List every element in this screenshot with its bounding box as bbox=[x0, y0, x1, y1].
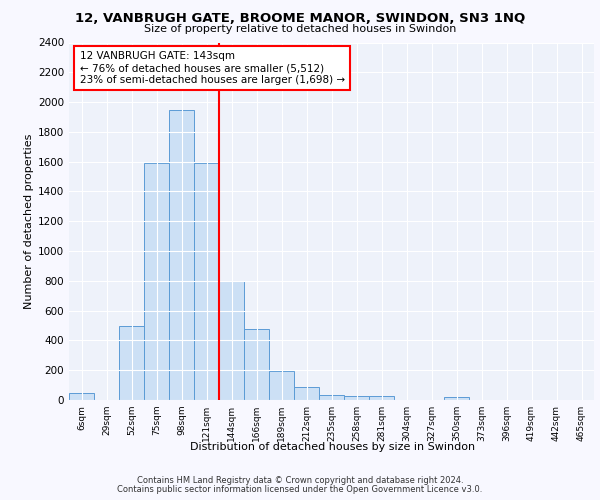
Bar bbox=[344, 396, 369, 400]
Bar bbox=[119, 326, 144, 400]
Bar bbox=[219, 281, 244, 400]
Text: Contains HM Land Registry data © Crown copyright and database right 2024.: Contains HM Land Registry data © Crown c… bbox=[137, 476, 463, 485]
Text: 12, VANBRUGH GATE, BROOME MANOR, SWINDON, SN3 1NQ: 12, VANBRUGH GATE, BROOME MANOR, SWINDON… bbox=[75, 12, 525, 26]
Text: Size of property relative to detached houses in Swindon: Size of property relative to detached ho… bbox=[144, 24, 456, 34]
Bar bbox=[244, 328, 269, 400]
Text: Contains public sector information licensed under the Open Government Licence v3: Contains public sector information licen… bbox=[118, 485, 482, 494]
Text: Distribution of detached houses by size in Swindon: Distribution of detached houses by size … bbox=[190, 442, 476, 452]
Bar bbox=[369, 396, 394, 400]
Bar bbox=[269, 371, 294, 400]
Bar bbox=[69, 392, 94, 400]
Bar bbox=[319, 395, 344, 400]
Y-axis label: Number of detached properties: Number of detached properties bbox=[24, 134, 34, 309]
Bar bbox=[144, 163, 169, 400]
Bar bbox=[169, 110, 194, 400]
Bar bbox=[294, 386, 319, 400]
Bar bbox=[444, 397, 469, 400]
Bar bbox=[194, 163, 219, 400]
Text: 12 VANBRUGH GATE: 143sqm
← 76% of detached houses are smaller (5,512)
23% of sem: 12 VANBRUGH GATE: 143sqm ← 76% of detach… bbox=[79, 52, 344, 84]
